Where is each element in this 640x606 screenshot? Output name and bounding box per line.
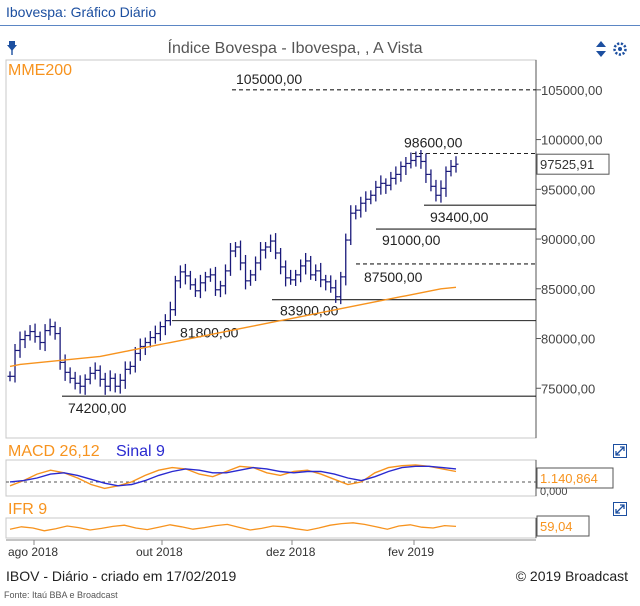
macd-value-label: 1.140,864	[540, 471, 598, 486]
macd-line	[9, 464, 457, 490]
annotation-label: 91000,00	[382, 232, 441, 248]
footer-copyright: © 2019 Broadcast	[515, 568, 628, 584]
annotation-label: 74200,00	[68, 400, 127, 416]
source-note: Fonte: Itaú BBA e Broadcast	[4, 590, 118, 600]
macd-zero-label: 0,000	[540, 486, 568, 498]
mme200-label: MME200	[8, 62, 73, 79]
y-tick-label: 100000,00	[541, 133, 602, 148]
scroll-arrows-icon[interactable]	[596, 41, 606, 57]
ifr-value-label: 59,04	[540, 519, 573, 534]
annotation-label: 93400,00	[430, 209, 489, 225]
annotation-label: 81800,00	[180, 325, 239, 341]
ifr-plot-frame	[5, 517, 537, 539]
last-value-box	[536, 153, 610, 175]
y-tick-label: 105000,00	[541, 83, 602, 98]
macd-expand-icon[interactable]	[613, 444, 627, 458]
x-tick-label: ago 2018	[8, 545, 58, 559]
annotation-label: 83900,00	[280, 303, 339, 319]
y-tick-label: 95000,00	[541, 182, 595, 197]
annotation-label: 105000,00	[236, 71, 302, 87]
y-tick-label: 75000,00	[541, 381, 595, 396]
ifr-label: IFR 9	[8, 501, 48, 518]
chart-title: Índice Bovespa - Ibovespa, , A Vista	[167, 40, 423, 57]
last-value-label: 97525,91	[540, 157, 594, 172]
ifr-expand-icon[interactable]	[613, 502, 627, 516]
signal-line	[9, 465, 457, 487]
x-tick-label: out 2018	[136, 545, 183, 559]
page-header-title: Ibovespa: Gráfico Diário	[6, 4, 157, 20]
annotation-label: 98600,00	[404, 135, 463, 151]
header-rule	[0, 25, 640, 26]
signal-label: Sinal 9	[116, 443, 165, 460]
x-tick-label: fev 2019	[388, 545, 434, 559]
y-tick-label: 90000,00	[541, 232, 595, 247]
gear-icon[interactable]	[612, 41, 628, 57]
page-header: Ibovespa: Gráfico Diário	[0, 0, 640, 24]
macd-label: MACD 26,12	[8, 443, 100, 460]
ifr-line	[9, 522, 457, 532]
pin-icon[interactable]	[7, 41, 17, 55]
footer-caption: IBOV - Diário - criado em 17/02/2019	[6, 568, 237, 584]
mme200-line	[9, 286, 457, 368]
ifr-value-box	[536, 515, 590, 537]
y-tick-label: 80000,00	[541, 332, 595, 347]
annotation-label: 87500,00	[364, 269, 423, 285]
y-tick-label: 85000,00	[541, 282, 595, 297]
x-tick-label: dez 2018	[266, 545, 316, 559]
macd-value-box	[536, 467, 614, 489]
